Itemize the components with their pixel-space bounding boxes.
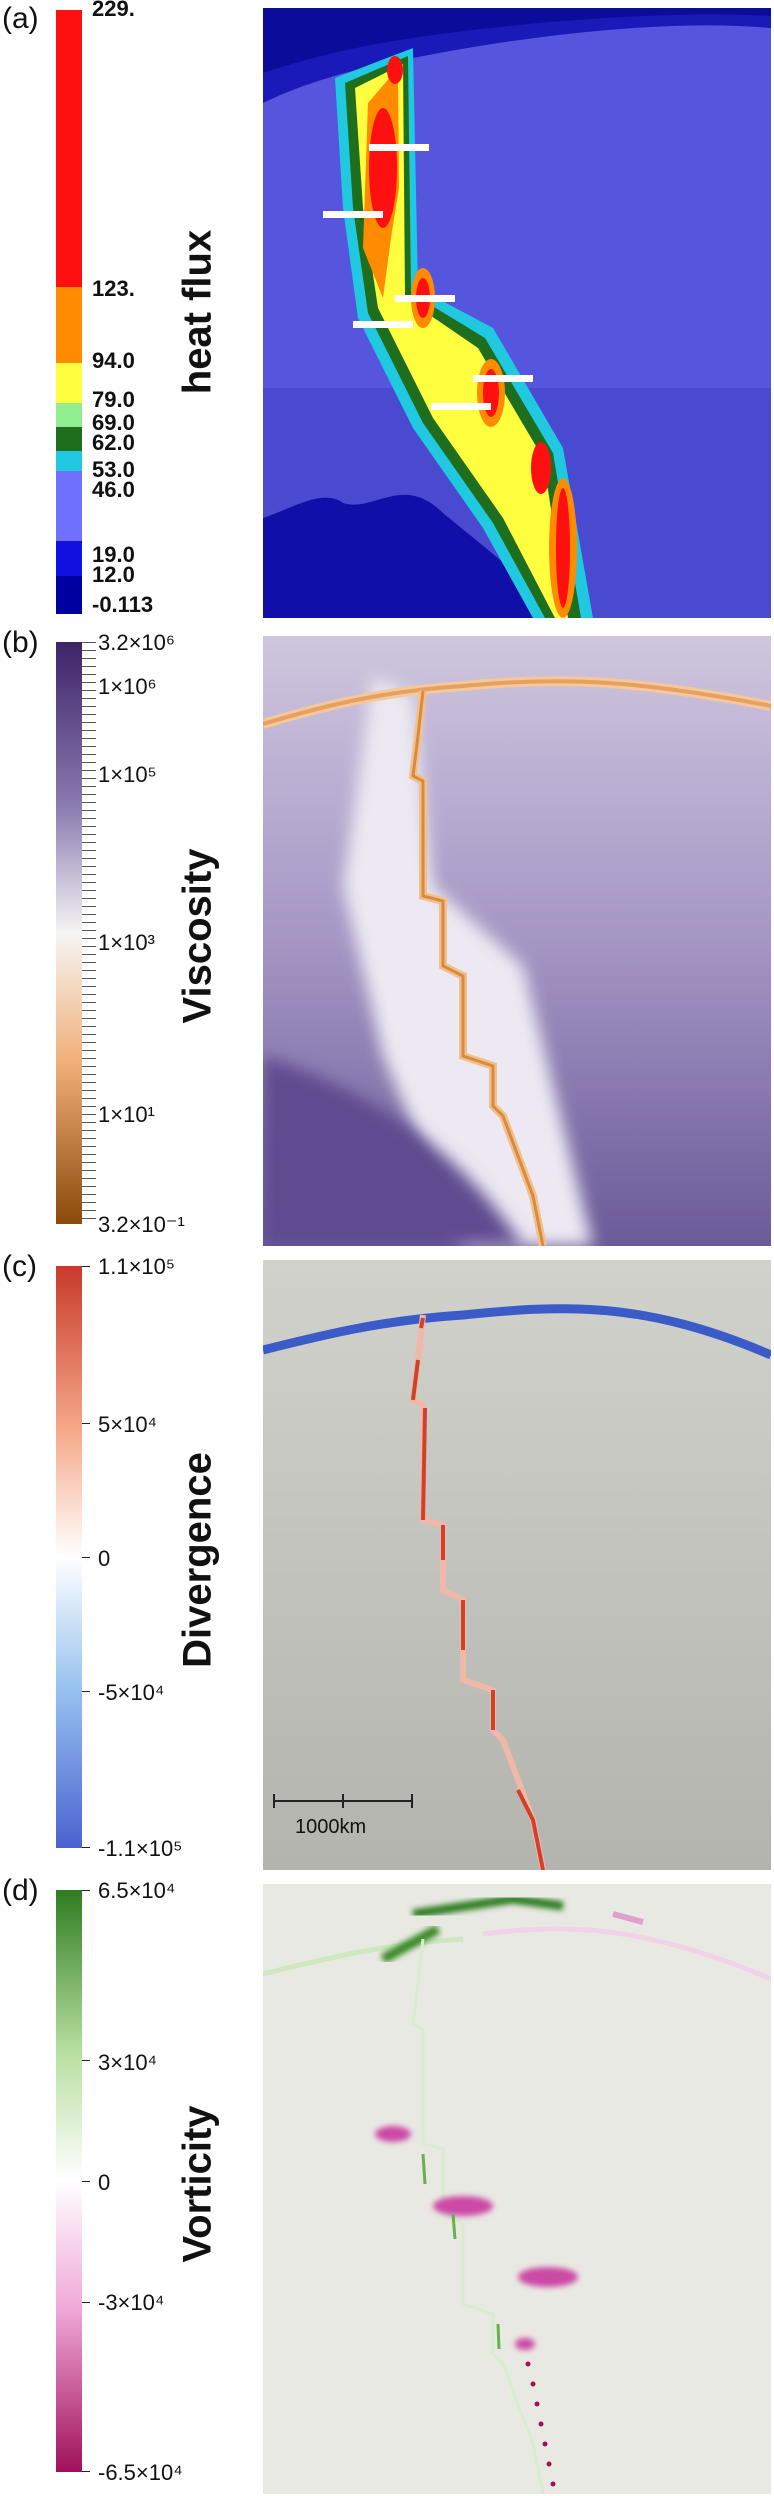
panel-label: (a) <box>2 2 39 35</box>
tick-label: -0.113 <box>92 592 154 617</box>
tick-mark <box>82 1890 90 1891</box>
tick-label: 69.0 <box>92 410 135 435</box>
tick-label: 19.0 <box>92 542 135 567</box>
tick-label: 94.0 <box>92 348 135 373</box>
tick-mark <box>82 2060 90 2061</box>
scale-bar <box>273 1790 413 1820</box>
tick-mark <box>82 2471 90 2472</box>
colorbar-divergence <box>56 1266 82 1848</box>
panel-title: Viscosity <box>175 848 220 1024</box>
tick-label: 5×10⁴ <box>98 1412 158 1437</box>
vorticity-map <box>263 1884 771 2494</box>
colorbar-swatch <box>56 363 82 403</box>
tick-label: 3.2×10⁶ <box>98 630 175 655</box>
panel-divergence: (c) 1.1×10⁵ 5×10⁴ 0 -5×10⁴ -1.1×10⁵ Dive… <box>0 1248 774 1872</box>
tick-label: 1×10¹ <box>98 1102 155 1127</box>
colorbar-viscosity <box>56 642 82 1224</box>
tick-label: 3.2×10⁻¹ <box>98 1212 185 1237</box>
colorbar-swatch <box>56 471 82 541</box>
panel-viscosity: (b) 3.2×10⁶ 1×10⁶ 1×10⁵ 1×10³ 1×10¹ 3.2×… <box>0 624 774 1248</box>
tick-label: 3×10⁴ <box>98 2050 158 2075</box>
tick-label: 229. <box>92 0 135 21</box>
panel-title: Vorticity <box>175 2105 220 2263</box>
tick-mark <box>82 1423 90 1424</box>
panel-label: (c) <box>2 1250 37 1283</box>
colorbar-swatch <box>56 451 82 471</box>
tick-label: 6.5×10⁴ <box>98 1878 176 1903</box>
tick-label: 62.0 <box>92 430 135 455</box>
panel-title: Divergence <box>175 1452 220 1668</box>
panel-label: (b) <box>2 626 39 659</box>
panel-vorticity: (d) 6.5×10⁴ 3×10⁴ 0 -3×10⁴ -6.5×10⁴ Vort… <box>0 1872 774 2496</box>
tick-label: 1.1×10⁵ <box>98 1254 176 1279</box>
colorbar-minor-ticks <box>82 642 96 1224</box>
tick-mark <box>82 1266 90 1267</box>
heat-flux-map <box>263 8 771 618</box>
tick-label: -3×10⁴ <box>98 2290 165 2315</box>
tick-label: 0 <box>98 2170 111 2195</box>
tick-label: 1×10⁵ <box>98 762 157 787</box>
colorbar-swatch <box>56 576 82 614</box>
tick-label: 1×10⁶ <box>98 674 157 699</box>
colorbar-vorticity <box>56 1890 82 2472</box>
panel-title: heat flux <box>175 229 220 395</box>
panel-label: (d) <box>2 1874 39 1907</box>
colorbar-swatch <box>56 427 82 451</box>
scale-bar-label: 1000km <box>295 1816 367 1838</box>
tick-label: 123. <box>92 276 135 301</box>
colorbar-swatch <box>56 287 82 363</box>
divergence-map: 1000km <box>263 1260 771 1870</box>
tick-label: 1×10³ <box>98 930 155 955</box>
segment-markers <box>323 144 533 410</box>
viscosity-map <box>263 636 771 1246</box>
tick-mark <box>82 2181 90 2182</box>
tick-label: -5×10⁴ <box>98 1680 165 1705</box>
tick-label: 12.0 <box>92 562 135 587</box>
colorbar-swatch <box>56 403 82 427</box>
tick-mark <box>82 1691 90 1692</box>
colorbar-heat-flux <box>56 10 82 614</box>
tick-mark <box>82 1847 90 1848</box>
tick-label: 79.0 <box>92 387 135 412</box>
tick-mark <box>82 1557 90 1558</box>
tick-mark <box>82 2302 90 2303</box>
tick-label: 0 <box>98 1546 111 1571</box>
colorbar-swatch <box>56 541 82 576</box>
panel-heat-flux: (a) 229. 123. 94.0 79.0 69.0 62.0 53.0 4… <box>0 0 774 624</box>
tick-label: 46.0 <box>92 477 135 502</box>
colorbar-swatch <box>56 10 82 287</box>
tick-label: -6.5×10⁴ <box>98 2460 183 2485</box>
tick-label: 53.0 <box>92 457 135 482</box>
tick-label: -1.1×10⁵ <box>98 1836 183 1861</box>
